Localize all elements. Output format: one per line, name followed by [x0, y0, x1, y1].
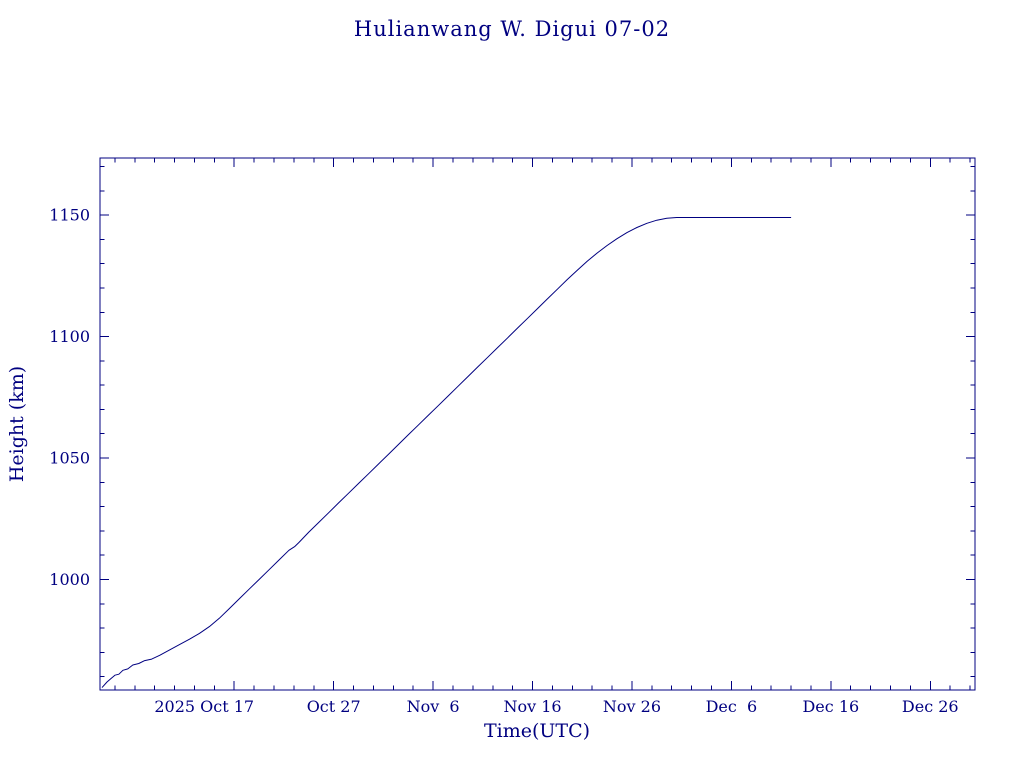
plot-frame [99, 157, 976, 691]
x-tick-label: Nov 6 [407, 697, 460, 716]
y-tick-label: 1150 [49, 206, 90, 225]
x-tick-label: Nov 16 [503, 697, 561, 716]
chart-title: Hulianwang W. Digui 07-02 [353, 17, 671, 41]
x-tick-label: Oct 27 [307, 697, 361, 716]
y-tick-label: 1050 [49, 449, 90, 468]
x-tick-label: 2025 Oct 17 [154, 697, 254, 716]
y-tick-label: 1100 [49, 327, 90, 346]
height-line [101, 217, 792, 688]
x-tick-label: Nov 26 [603, 697, 661, 716]
y-axis-label: Height (km) [6, 365, 28, 483]
y-tick-label: 1000 [49, 570, 90, 589]
x-axis-label: Time(UTC) [483, 720, 591, 742]
x-tick-label: Dec 26 [902, 697, 959, 716]
x-tick-label: Dec 6 [706, 697, 758, 716]
x-tick-label: Dec 16 [802, 697, 859, 716]
